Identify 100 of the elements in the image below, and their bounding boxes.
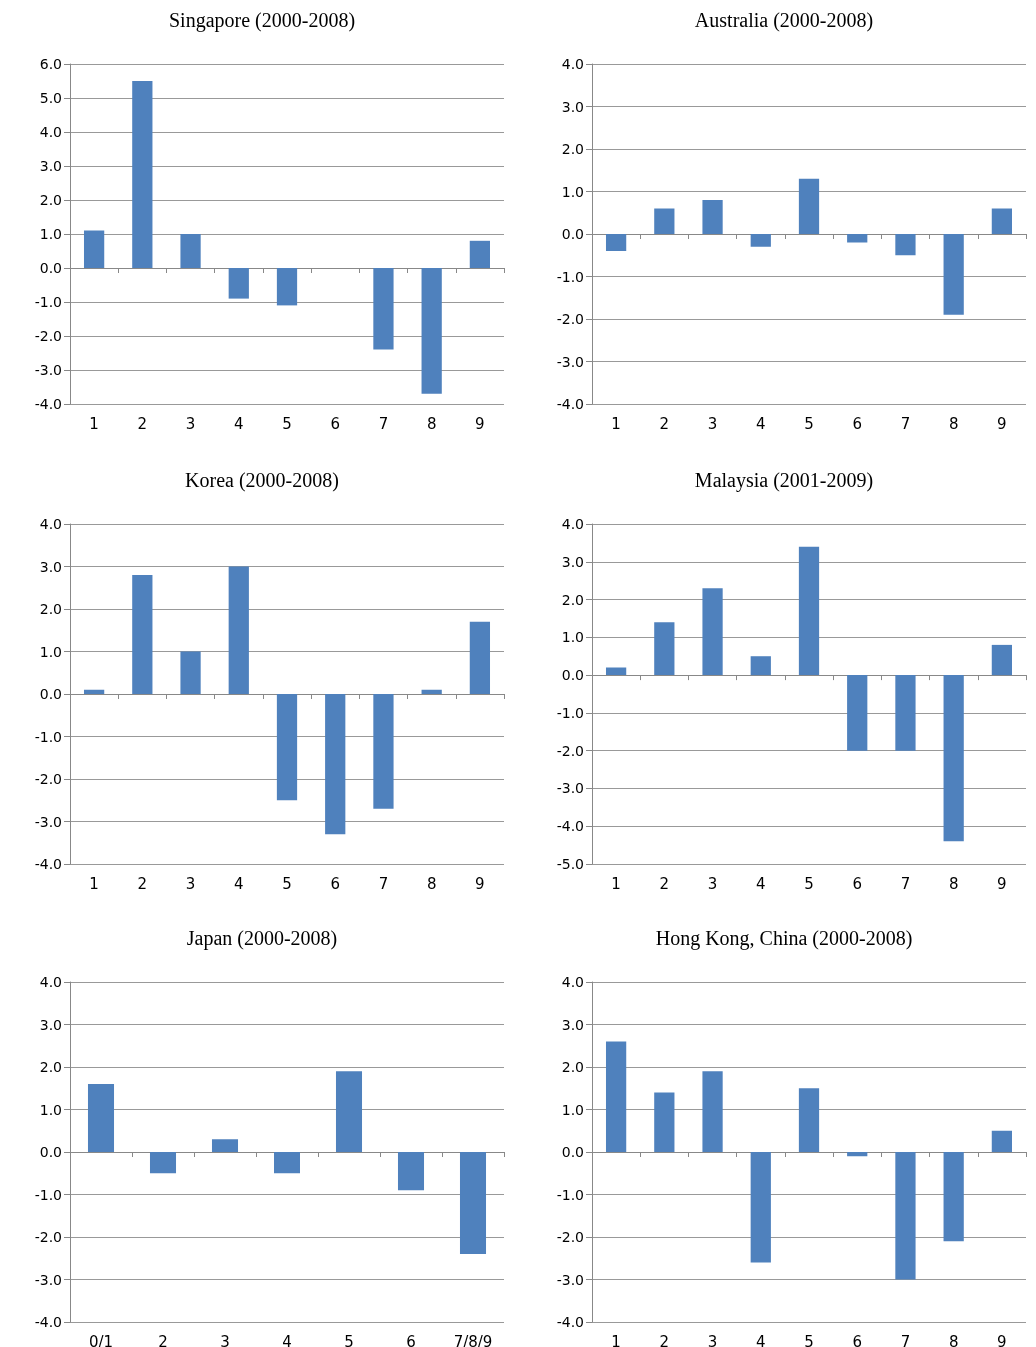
bar [750, 656, 771, 676]
y-tick-label: 3.0 [39, 1016, 62, 1033]
x-tick-label: 8 [948, 1332, 959, 1347]
bar [87, 1084, 115, 1152]
x-tick-label: 6 [852, 874, 862, 893]
y-tick-label: -1.0 [34, 728, 62, 745]
x-tick-label: 3 [707, 874, 718, 893]
bar [750, 234, 771, 247]
y-tick-label: 0.0 [39, 1144, 62, 1160]
bar [798, 178, 820, 234]
y-tick-label: -2.0 [34, 328, 62, 344]
bar [702, 200, 723, 234]
x-tick-label: 3 [185, 414, 196, 433]
y-tick-label: 6.0 [39, 56, 62, 72]
x-tick-label: 7/8/9 [453, 1332, 493, 1347]
y-tick-label: -4.0 [34, 856, 62, 872]
y-tick-label: 1.0 [561, 629, 584, 646]
bar [991, 644, 1013, 676]
x-tick-label: 6 [330, 874, 340, 893]
bar [132, 81, 153, 268]
x-tick-label: 7 [900, 414, 911, 433]
y-tick-label: -1.0 [34, 294, 62, 310]
bar [180, 234, 201, 268]
bar [335, 1071, 363, 1152]
bar [847, 1152, 868, 1157]
x-tick-label: 9 [997, 414, 1007, 433]
chart-title: Australia (2000-2008) [694, 9, 874, 32]
chart-title: Malaysia (2001-2009) [694, 469, 874, 492]
bar [276, 694, 298, 801]
x-tick-label: 0/1 [88, 1332, 114, 1347]
y-tick-label: 3.0 [561, 553, 584, 570]
bar [798, 1088, 820, 1152]
x-tick-label: 4 [234, 874, 244, 893]
x-tick-label: 3 [707, 1332, 718, 1347]
x-tick-label: 1 [89, 874, 99, 893]
chart-title: Hong Kong, China (2000-2008) [655, 927, 913, 950]
y-tick-label: 3.0 [561, 1016, 584, 1033]
bar [228, 566, 249, 694]
y-tick-label: 4.0 [39, 124, 62, 140]
bar [469, 240, 491, 268]
y-tick-label: 2.0 [561, 141, 584, 157]
bar [149, 1152, 177, 1174]
y-tick-label: -2.0 [34, 1229, 62, 1245]
y-tick-label: 3.0 [39, 558, 62, 575]
x-tick-label: 6 [852, 1332, 862, 1347]
y-tick-label: -1.0 [34, 1186, 62, 1203]
x-tick-label: 6 [852, 414, 862, 433]
x-tick-label: 4 [234, 414, 244, 433]
x-tick-label: 4 [756, 874, 766, 893]
y-tick-label: -1.0 [556, 268, 584, 285]
x-tick-label: 1 [611, 1332, 621, 1347]
x-tick-label: 2 [158, 1332, 168, 1347]
x-tick-label: 7 [378, 414, 389, 433]
y-tick-label: 1.0 [561, 1101, 584, 1118]
x-tick-label: 3 [185, 874, 196, 893]
bar [702, 1071, 723, 1152]
y-tick-label: -3.0 [556, 1271, 584, 1288]
bar [132, 575, 153, 694]
bar [276, 268, 298, 306]
y-tick-label: -4.0 [34, 396, 62, 412]
x-tick-label: 2 [137, 874, 148, 893]
y-tick-label: -4.0 [34, 1314, 62, 1330]
y-tick-label: -3.0 [34, 813, 62, 830]
y-tick-label: 2.0 [39, 192, 62, 208]
bar [397, 1152, 425, 1191]
y-tick-label: 0.0 [39, 260, 62, 276]
y-tick-label: 4.0 [561, 516, 584, 532]
y-tick-label: 2.0 [561, 1059, 584, 1075]
bar [83, 689, 105, 694]
x-tick-label: 6 [330, 414, 340, 433]
bar [83, 230, 105, 268]
x-tick-label: 2 [659, 874, 670, 893]
bar [895, 675, 916, 751]
x-tick-label: 9 [997, 1332, 1007, 1347]
bar [421, 268, 442, 394]
x-tick-label: 9 [475, 414, 485, 433]
bar [469, 621, 491, 694]
y-tick-label: -2.0 [556, 742, 584, 759]
x-tick-label: 2 [659, 414, 670, 433]
y-tick-label: -2.0 [34, 771, 62, 787]
bar [421, 689, 442, 694]
bar [943, 675, 964, 842]
x-tick-label: 5 [804, 1332, 814, 1347]
x-tick-label: 4 [282, 1332, 292, 1347]
y-tick-label: -2.0 [556, 311, 584, 327]
bar [991, 208, 1013, 234]
y-tick-label: -1.0 [556, 1186, 584, 1203]
y-tick-label: 1.0 [39, 1101, 62, 1118]
y-tick-label: -2.0 [556, 1229, 584, 1245]
x-tick-label: 5 [804, 414, 814, 433]
y-tick-label: 5.0 [39, 90, 62, 106]
bar [847, 675, 868, 751]
x-tick-label: 1 [611, 414, 621, 433]
x-tick-label: 5 [804, 874, 814, 893]
x-tick-label: 7 [900, 1332, 911, 1347]
chart-title: Korea (2000-2008) [185, 469, 339, 492]
y-tick-label: 2.0 [39, 1059, 62, 1075]
y-tick-label: 3.0 [561, 98, 584, 115]
x-tick-label: 5 [344, 1332, 354, 1347]
y-tick-label: -4.0 [556, 1314, 584, 1330]
